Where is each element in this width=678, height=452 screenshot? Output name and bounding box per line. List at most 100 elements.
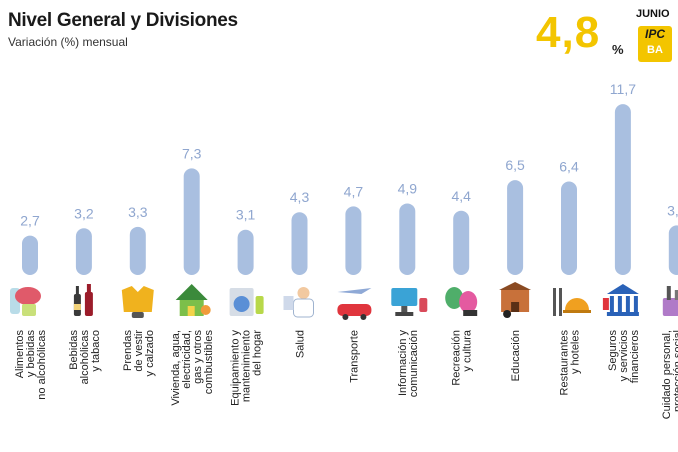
car-plane-icon-part [360, 314, 367, 320]
cutlery-cloche-icon-part [563, 310, 591, 313]
value-label: 6,4 [559, 159, 579, 175]
category-label-line: Salud [295, 330, 307, 358]
bar [345, 206, 362, 275]
bank-icon-part [617, 296, 622, 312]
food-icon-part [22, 304, 36, 316]
category-label-line: Restaurantes [559, 330, 571, 396]
value-label: 4,3 [290, 189, 310, 205]
cosmetics-icon-part [674, 290, 678, 300]
bar [399, 203, 416, 275]
bar [561, 181, 577, 275]
category-label-line: Bebidas [68, 330, 80, 370]
bar [614, 104, 631, 276]
washing-machine-icon-part [233, 296, 250, 312]
car-plane-icon-part [337, 304, 372, 316]
bank-icon-part [602, 298, 609, 310]
category-label: Cuidado personal,protección socialy otro… [661, 330, 678, 420]
food-icon [10, 287, 41, 316]
category-label-line: Seguros [607, 330, 619, 371]
category-label-line: Prendas [122, 330, 134, 371]
category-label: Prendasde vestiry calzado [122, 330, 156, 377]
car-plane-icon-part [337, 288, 372, 294]
car-plane-icon-part [342, 314, 349, 320]
house-icon-part [187, 306, 195, 316]
bar [668, 225, 678, 275]
washing-machine-icon [229, 288, 264, 316]
bank-icon-part [625, 296, 630, 312]
category-label: Salud [295, 330, 307, 358]
computer-icon-part [395, 312, 414, 316]
bank-icon-part [633, 296, 638, 312]
value-label: 7,3 [182, 145, 202, 161]
cutlery-cloche-icon-part [559, 288, 562, 316]
category-label-line: y calzado [144, 330, 156, 376]
school-building-icon [499, 282, 532, 318]
computer-icon-part [401, 306, 408, 312]
cosmetics-icon [662, 286, 678, 316]
category-label-line: electricidad, [181, 330, 193, 389]
computer-icon-part [419, 298, 428, 312]
headline-value: 4,8 [536, 8, 601, 57]
school-building-icon-part [511, 302, 520, 312]
chart-subtitle: Variación (%) mensual [8, 35, 128, 49]
category-label: Educación [510, 330, 522, 381]
category-label-line: Recreación [451, 330, 463, 386]
value-label: 2,7 [20, 213, 40, 229]
category-label-line: y tabaco [90, 330, 102, 372]
category-label: Transporte [348, 330, 360, 383]
category-label: Vivienda, agua,electricidad,gas y otrosc… [170, 330, 215, 406]
jacket-icon-part [121, 286, 154, 312]
computer-icon-part [391, 288, 418, 306]
house-icon-part [200, 305, 211, 315]
bar [75, 228, 92, 275]
house-icon-part [175, 284, 208, 300]
bar [507, 180, 524, 275]
jacket-icon [121, 286, 154, 318]
category-label: Información ycomunicación [397, 330, 420, 398]
doctor-icon-part [283, 296, 294, 310]
cutlery-cloche-icon [553, 288, 591, 316]
bank-icon [602, 284, 639, 316]
logo-subtext: BA [647, 44, 663, 56]
category-label: Segurosy serviciosfinancieros [607, 330, 641, 384]
value-label: 4,4 [451, 188, 471, 204]
category-label-line: Equipamiento y [230, 330, 242, 406]
wine-bottle-icon [73, 284, 93, 316]
category-label-line: mantenimiento [241, 330, 253, 402]
bank-icon-part [606, 284, 639, 294]
category-label-line: del hogar [252, 330, 264, 376]
doctor-icon [283, 287, 314, 318]
doctor-icon-part [293, 298, 314, 318]
category-label-line: Cuidado personal, [661, 330, 673, 419]
month-label: JUNIO [636, 8, 670, 20]
bank-icon-part [609, 296, 614, 312]
bank-icon-part [606, 312, 639, 316]
ipc-ba-logo: IPC BA [638, 26, 672, 62]
category-label-line: financieros [629, 330, 641, 384]
category-label: Restaurantesy hoteles [559, 330, 582, 396]
computer-icon [391, 288, 428, 316]
category-label-line: gas y otros [192, 330, 204, 384]
category-label-line: no alcohólicas [36, 330, 48, 400]
category-label-line: comunicación [408, 330, 420, 397]
wine-bottle-icon-part [84, 292, 93, 316]
house-icon [175, 284, 211, 316]
wine-bottle-icon-part [86, 284, 91, 293]
cosmetics-icon-part [666, 286, 671, 300]
bar [22, 235, 38, 275]
category-label-line: alcohólicas [79, 330, 91, 385]
school-building-icon-part [503, 310, 512, 318]
category-label-line: Educación [510, 330, 522, 381]
category-label-line: y bebidas [25, 330, 37, 378]
theater-masks-icon-part [463, 310, 478, 316]
wine-bottle-icon-part [73, 304, 81, 310]
theater-masks-icon-part [459, 291, 478, 313]
doctor-icon-part [297, 287, 310, 299]
logo-text: IPC [644, 27, 665, 41]
value-label: 3,3 [128, 204, 148, 220]
category-label: Equipamiento ymantenimientodel hogar [230, 330, 264, 406]
car-plane-icon [337, 288, 372, 320]
category-label-line: y cultura [462, 329, 474, 371]
school-building-icon-part [501, 290, 530, 312]
